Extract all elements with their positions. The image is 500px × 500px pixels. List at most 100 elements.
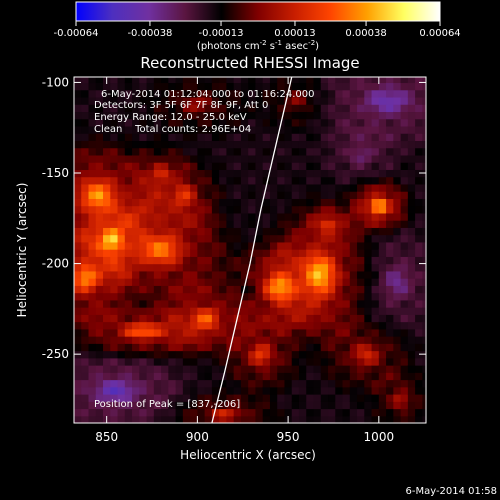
heatmap-cell bbox=[74, 292, 82, 301]
heatmap-cell bbox=[168, 205, 177, 214]
heatmap-cell bbox=[124, 205, 133, 214]
heatmap-cell bbox=[88, 140, 97, 149]
heatmap-cell bbox=[269, 343, 278, 352]
heatmap-cell bbox=[320, 263, 329, 272]
heatmap-cell bbox=[328, 183, 336, 192]
heatmap-cell bbox=[197, 285, 206, 294]
heatmap-cell bbox=[277, 372, 286, 381]
heatmap-cell bbox=[313, 82, 322, 91]
heatmap-cell bbox=[248, 336, 257, 344]
heatmap-cell bbox=[240, 104, 249, 113]
heatmap-cell bbox=[349, 321, 358, 330]
heatmap-cell bbox=[386, 379, 394, 388]
heatmap-cell bbox=[284, 328, 293, 337]
heatmap-cell bbox=[146, 169, 155, 178]
heatmap-cell bbox=[335, 96, 344, 105]
heatmap-cell bbox=[95, 212, 104, 221]
heatmap-cell bbox=[211, 372, 220, 381]
heatmap-cell bbox=[132, 220, 140, 228]
heatmap-cell bbox=[197, 191, 206, 199]
solar-limb-curve bbox=[211, 77, 293, 423]
heatmap-cell bbox=[407, 343, 416, 352]
heatmap-cell bbox=[110, 220, 119, 228]
heatmap-cell bbox=[291, 408, 300, 417]
heatmap-cell bbox=[110, 125, 119, 134]
heatmap-cell bbox=[386, 394, 394, 402]
heatmap-cell bbox=[88, 278, 97, 286]
heatmap-cell bbox=[81, 408, 90, 417]
heatmap-cell bbox=[328, 77, 336, 84]
heatmap-cell bbox=[386, 357, 394, 366]
heatmap-cell bbox=[211, 140, 220, 149]
heatmap-cell bbox=[400, 176, 409, 185]
heatmap-cell bbox=[197, 401, 206, 410]
heatmap-cell bbox=[248, 415, 257, 423]
heatmap-cell bbox=[386, 408, 394, 417]
heatmap-cell bbox=[219, 328, 228, 337]
heatmap-cell bbox=[81, 394, 90, 402]
heatmap-cell bbox=[364, 234, 373, 243]
heatmap-cell bbox=[219, 154, 228, 163]
heatmap-cell bbox=[211, 379, 220, 388]
heatmap-cell bbox=[342, 82, 351, 91]
heatmap-cell bbox=[110, 118, 119, 127]
heatmap-cell bbox=[124, 89, 133, 98]
heatmap-cell bbox=[197, 118, 206, 127]
heatmap-cell bbox=[233, 220, 242, 228]
heatmap-cell bbox=[415, 198, 423, 207]
heatmap-cell bbox=[110, 111, 119, 120]
heatmap-cell bbox=[74, 263, 82, 272]
heatmap-cell bbox=[211, 263, 220, 272]
heatmap-cell bbox=[248, 111, 257, 120]
heatmap-cell bbox=[407, 191, 416, 199]
heatmap-cell bbox=[139, 82, 148, 91]
heatmap-cell bbox=[240, 292, 249, 301]
heatmap-cell bbox=[342, 357, 351, 366]
heatmap-cell bbox=[182, 82, 191, 91]
heatmap-cell bbox=[88, 227, 97, 236]
heatmap-cell bbox=[161, 234, 169, 243]
heatmap-cell bbox=[182, 350, 191, 359]
heatmap-cell bbox=[190, 191, 198, 199]
heatmap-cell bbox=[81, 256, 90, 265]
heatmap-cell bbox=[161, 125, 169, 134]
heatmap-cell bbox=[407, 241, 416, 250]
heatmap-cell bbox=[240, 154, 249, 163]
colorbar bbox=[75, 1, 441, 22]
heatmap-cell bbox=[248, 386, 257, 395]
heatmap-cell bbox=[204, 205, 213, 214]
heatmap-cell bbox=[255, 415, 264, 423]
heatmap-cell bbox=[139, 350, 148, 359]
heatmap-cell bbox=[371, 234, 380, 243]
heatmap-cell bbox=[153, 343, 162, 352]
heatmap-cell bbox=[364, 270, 373, 279]
heatmap-cell bbox=[175, 77, 184, 84]
heatmap-cell bbox=[81, 314, 90, 323]
heatmap-cell bbox=[328, 401, 336, 410]
heatmap-cell bbox=[204, 212, 213, 221]
heatmap-cell bbox=[371, 343, 380, 352]
heatmap-cell bbox=[132, 336, 140, 344]
heatmap-cell bbox=[117, 140, 126, 149]
heatmap-cell bbox=[262, 299, 271, 308]
heatmap-cell bbox=[204, 176, 213, 185]
heatmap-cell bbox=[284, 234, 293, 243]
heatmap-cell bbox=[386, 227, 394, 236]
heatmap-cell bbox=[291, 205, 300, 214]
heatmap-cell bbox=[103, 372, 111, 381]
heatmap-cell bbox=[74, 220, 82, 228]
heatmap-cell bbox=[211, 328, 220, 337]
heatmap-cell bbox=[240, 220, 249, 228]
heatmap-cell bbox=[335, 191, 344, 199]
heatmap-cell bbox=[204, 249, 213, 257]
heatmap-cell bbox=[226, 96, 235, 105]
heatmap-cell bbox=[291, 357, 300, 366]
heatmap-cell bbox=[95, 292, 104, 301]
plot-frame bbox=[73, 76, 427, 424]
heatmap-cell bbox=[95, 234, 104, 243]
heatmap-cell bbox=[364, 104, 373, 113]
heatmap-cell bbox=[400, 125, 409, 134]
heatmap-cell bbox=[146, 133, 155, 142]
heatmap-cell bbox=[81, 357, 90, 366]
heatmap-cell bbox=[197, 408, 206, 417]
